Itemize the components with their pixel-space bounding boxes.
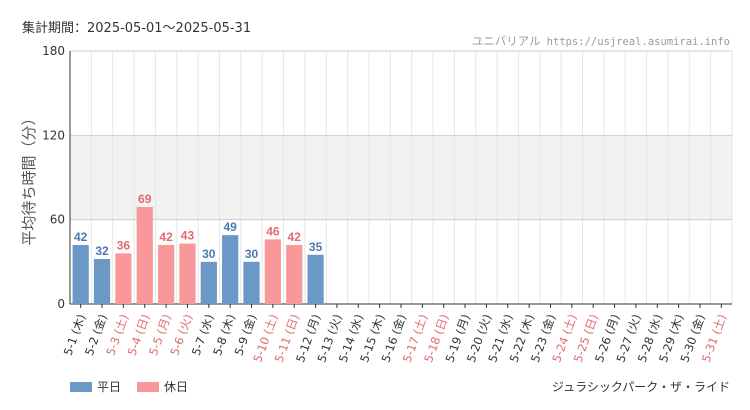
legend: 平日 休日	[70, 378, 188, 395]
bar	[200, 261, 217, 304]
y-tick-label: 120	[42, 128, 65, 142]
bar	[136, 207, 153, 304]
data-label: 43	[181, 229, 195, 243]
bar	[243, 261, 260, 304]
y-tick-label: 180	[42, 44, 65, 58]
legend-holiday-label: 休日	[164, 380, 189, 394]
legend-holiday: 休日	[137, 378, 188, 395]
shaded-band	[70, 135, 732, 220]
data-label: 36	[117, 238, 131, 252]
bar	[307, 254, 324, 304]
bar	[72, 244, 89, 304]
legend-weekday: 平日	[70, 378, 121, 395]
y-tick-label: 0	[57, 297, 65, 311]
data-label: 69	[138, 192, 152, 206]
data-label: 30	[202, 247, 216, 261]
data-label: 42	[288, 230, 302, 244]
bar	[157, 244, 175, 304]
legend-weekday-swatch	[70, 381, 92, 392]
site-watermark[interactable]: ユニバリアル https://usjreal.asumirai.info	[472, 33, 730, 49]
data-label: 30	[245, 247, 259, 261]
data-label: 49	[223, 220, 237, 234]
bar	[115, 253, 132, 304]
data-label: 32	[95, 244, 109, 258]
bar	[222, 235, 239, 304]
data-label: 46	[266, 224, 280, 238]
bar	[179, 243, 196, 304]
attraction-name: ジュラシックパーク・ザ・ライド	[551, 380, 730, 394]
data-label: 35	[309, 240, 323, 254]
legend-holiday-swatch	[137, 381, 160, 392]
legend-weekday-label: 平日	[97, 380, 122, 394]
data-label: 42	[74, 230, 88, 244]
bar	[93, 259, 111, 304]
bar	[286, 244, 303, 304]
site-url[interactable]: https://usjreal.asumirai.info	[546, 36, 730, 48]
data-label: 42	[159, 230, 173, 244]
bar	[264, 239, 281, 304]
site-name: ユニバリアル	[471, 34, 541, 48]
y-tick-label: 60	[50, 213, 65, 227]
period-label: 集計期間：2025-05-01～2025-05-31	[22, 21, 252, 36]
